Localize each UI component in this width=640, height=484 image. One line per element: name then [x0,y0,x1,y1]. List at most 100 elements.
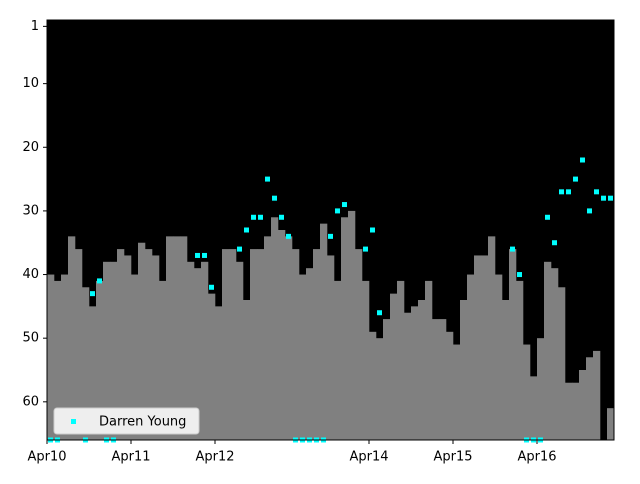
bar [425,280,433,440]
point [244,227,249,233]
bar [89,306,97,440]
bar [103,261,111,440]
point [363,246,368,252]
bar [313,249,321,440]
bar [383,319,391,440]
bar [481,255,489,440]
bar [201,261,209,440]
bar [355,249,363,440]
bar [579,370,587,440]
bar [166,236,174,440]
y-tick-label: 20 [22,140,39,155]
point [335,208,340,214]
bar [292,249,300,440]
point [258,214,263,220]
bar [68,236,76,440]
bar [243,300,251,440]
bar [75,249,83,440]
bar [187,261,195,440]
bar [320,223,328,440]
bar [117,249,125,440]
bar [180,236,188,440]
bar [341,217,349,440]
bar [523,344,531,440]
point [342,202,347,208]
bar [110,261,118,440]
y-tick-label: 40 [22,267,39,282]
bar [446,331,454,440]
bar [124,255,132,440]
bar [194,268,202,440]
bar [460,300,468,440]
point [272,195,277,201]
bar [495,274,503,440]
y-tick-label: 1 [31,19,39,34]
point [97,278,102,284]
point [601,195,606,201]
point [552,240,557,246]
bar [131,274,139,440]
bar [264,236,272,440]
bar [432,319,440,440]
y-tick-label: 60 [22,394,39,409]
bar [439,319,447,440]
point [559,189,564,195]
bar [229,249,237,440]
bar [145,249,153,440]
legend-marker [71,419,76,424]
bar [257,249,265,440]
x-tick-label: Apr11 [111,450,150,465]
bar [537,338,545,440]
bar [509,249,517,440]
point [202,252,207,258]
bar [152,255,160,440]
bar [54,280,62,440]
bar [215,306,223,440]
x-tick-label: Apr12 [195,450,234,465]
bar [278,230,286,440]
bar [565,382,573,440]
bar [285,236,293,440]
bar [82,287,90,440]
bar [299,274,307,440]
point [545,214,550,220]
y-tick-label: 10 [22,76,39,91]
bar [544,261,552,440]
point [286,233,291,239]
bar [593,350,601,440]
bar [530,376,538,440]
point [90,291,95,297]
bar [362,280,370,440]
bar [551,268,559,440]
bar [334,280,342,440]
x-tick-label: Apr15 [433,450,472,465]
point [279,214,284,220]
y-tick-label: 50 [22,331,39,346]
bar [572,382,580,440]
bar [236,261,244,440]
bar [173,236,181,440]
bar [61,274,69,440]
point [587,208,592,214]
bar [467,274,475,440]
bar [411,306,419,440]
bar [369,331,377,440]
bar [208,293,216,440]
bar [488,236,496,440]
bar [397,280,405,440]
bar [159,280,167,440]
point [328,233,333,239]
point [566,189,571,195]
bar [418,300,426,440]
bar [404,312,412,440]
bar [390,293,398,440]
bar [376,338,384,440]
y-tick-label: 30 [22,203,39,218]
x-tick-label: Apr14 [349,450,388,465]
x-tick-label: Apr10 [27,450,66,465]
bar [453,344,461,440]
bar [47,274,55,440]
point [370,227,375,233]
point [608,195,613,201]
